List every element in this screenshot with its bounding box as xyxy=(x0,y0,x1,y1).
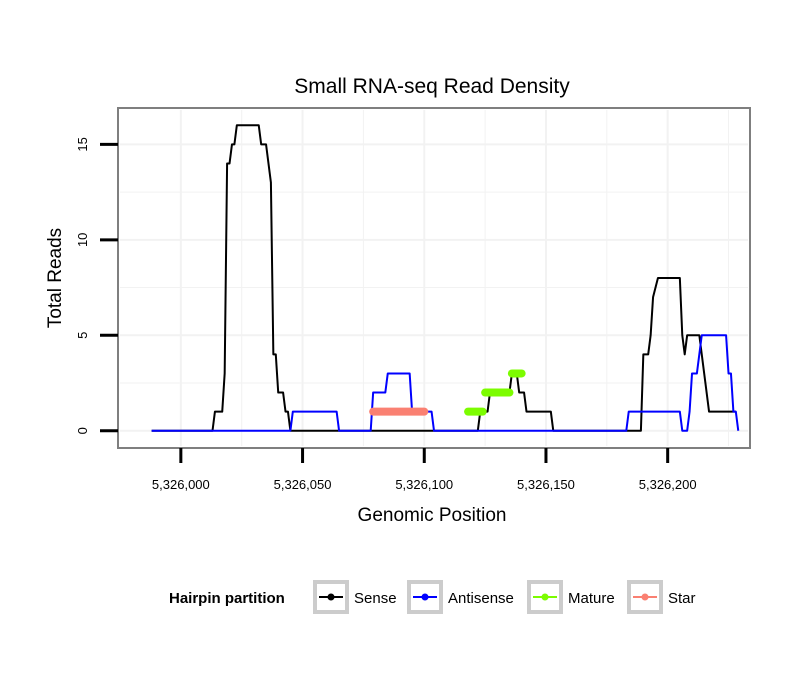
legend-dot-sense xyxy=(327,593,335,601)
legend-label-sense: Sense xyxy=(354,590,397,607)
legend-item-sense: Sense xyxy=(313,580,397,614)
series-line-antisense xyxy=(151,334,740,432)
legend-dot-antisense xyxy=(421,593,429,601)
y-axis-label: Total Reads xyxy=(45,228,66,328)
legend: Hairpin partition Sense Antisense Mature… xyxy=(169,580,696,614)
legend-dot-star xyxy=(641,593,649,601)
y-tick-label: 10 xyxy=(75,233,90,247)
x-axis-label: Genomic Position xyxy=(358,505,507,526)
legend-item-antisense: Antisense xyxy=(407,580,514,614)
chart-title: Small RNA-seq Read Density xyxy=(294,75,570,98)
axis-layer: 5,326,000 5,326,050 5,326,100 5,326,150 5,32… xyxy=(75,137,697,492)
x-tick-label: 5,326,000 xyxy=(152,477,210,492)
y-tick-label: 0 xyxy=(75,427,90,434)
legend-dot-mature xyxy=(541,593,549,601)
y-tick-label: 5 xyxy=(75,332,90,339)
legend-label-antisense: Antisense xyxy=(448,590,514,607)
legend-item-mature: Mature xyxy=(527,580,615,614)
legend-label-star: Star xyxy=(668,590,696,607)
legend-item-star: Star xyxy=(627,580,696,614)
data-layer xyxy=(151,124,740,432)
x-tick-label: 5,326,200 xyxy=(639,477,697,492)
panel-border xyxy=(117,107,751,449)
x-tick-label: 5,326,150 xyxy=(517,477,575,492)
y-tick-label: 15 xyxy=(75,137,90,151)
grid-layer xyxy=(120,110,748,446)
legend-title: Hairpin partition xyxy=(169,590,285,607)
x-tick-label: 5,326,100 xyxy=(395,477,453,492)
x-tick-label: 5,326,050 xyxy=(274,477,332,492)
panel-background xyxy=(120,110,748,446)
legend-label-mature: Mature xyxy=(568,590,615,607)
